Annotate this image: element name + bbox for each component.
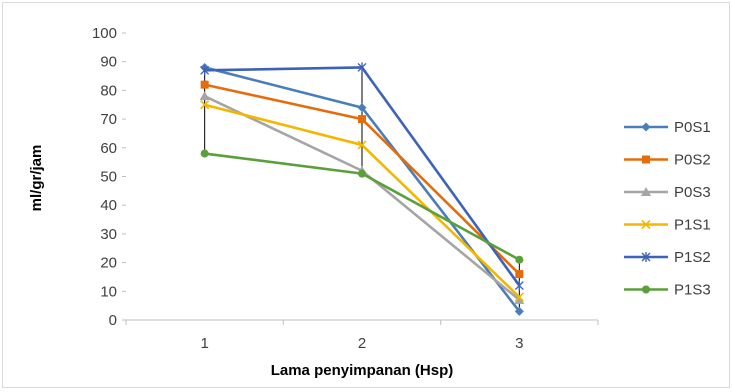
y-tick-label: 10 <box>100 283 117 300</box>
legend-marker <box>641 252 651 262</box>
data-point-p1s1 <box>200 100 210 110</box>
data-point-p0s2 <box>200 80 209 89</box>
y-axis-title: ml/gr/jam <box>28 145 45 212</box>
y-axis-ticks: 0 10 20 30 40 50 60 70 80 90 100 <box>92 25 126 329</box>
data-point-p1s3 <box>358 169 366 178</box>
x-axis-title: Lama penyimpanan (Hsp) <box>271 362 454 379</box>
y-tick-label: 30 <box>100 226 117 243</box>
legend-label: P0S3 <box>674 184 711 201</box>
y-tick-label: 20 <box>100 255 117 272</box>
data-point-p1s2 <box>514 280 524 291</box>
data-point-p0s2 <box>358 115 366 124</box>
line-chart: 0 10 20 30 40 50 60 70 80 90 100 1 2 3 ml/gr/jam Lam… <box>28 25 711 379</box>
legend-item-p0s1: P0S1 <box>624 119 711 136</box>
legend-label: P1S3 <box>674 282 711 299</box>
x-tick-label: 2 <box>358 335 366 352</box>
series-markers <box>199 62 525 316</box>
legend-item-p1s2: P1S2 <box>624 249 711 266</box>
legend-label: P1S2 <box>674 249 711 266</box>
x-tick-label: 1 <box>200 335 208 352</box>
y-tick-label: 90 <box>100 54 117 71</box>
y-tick-label: 100 <box>92 25 117 42</box>
data-point-p1s2 <box>200 65 210 76</box>
legend-marker <box>642 285 650 294</box>
legend-item-p1s3: P1S3 <box>624 282 711 299</box>
y-tick-label: 60 <box>100 140 117 157</box>
data-point-p1s2 <box>357 62 367 73</box>
legend-label: P1S1 <box>674 217 711 234</box>
legend: P0S1 P0S2 P0S3 P1S1 P1S2 P1S3 <box>624 119 711 299</box>
data-point-p1s3 <box>200 149 209 158</box>
legend-item-p0s3: P0S3 <box>624 184 711 201</box>
data-point-p0s1 <box>357 103 367 113</box>
chart-area: 0 10 20 30 40 50 60 70 80 90 100 1 2 3 ml/gr/jam Lam… <box>2 2 730 388</box>
legend-marker <box>641 187 651 196</box>
data-point-p0s2 <box>515 270 524 279</box>
data-point-p0s1 <box>514 306 524 316</box>
legend-marker <box>641 219 651 230</box>
data-point-p0s3 <box>514 294 525 304</box>
data-point-p0s3 <box>199 91 210 101</box>
y-tick-label: 80 <box>100 82 117 99</box>
x-axis-ticks: 1 2 3 <box>125 320 599 352</box>
legend-marker <box>642 155 650 164</box>
y-tick-label: 70 <box>100 111 117 128</box>
y-tick-label: 40 <box>100 197 117 214</box>
data-point-p1s1 <box>514 292 524 302</box>
y-tick-label: 50 <box>100 169 117 186</box>
legend-item-p0s2: P0S2 <box>624 152 711 169</box>
legend-label: P0S2 <box>674 152 711 169</box>
legend-item-p1s1: P1S1 <box>624 217 711 234</box>
y-tick-label: 0 <box>109 312 117 329</box>
data-point-p1s1 <box>357 140 367 150</box>
legend-marker <box>641 122 651 132</box>
data-point-p1s3 <box>515 255 524 264</box>
x-tick-label: 3 <box>515 335 523 352</box>
legend-label: P0S1 <box>674 119 711 136</box>
